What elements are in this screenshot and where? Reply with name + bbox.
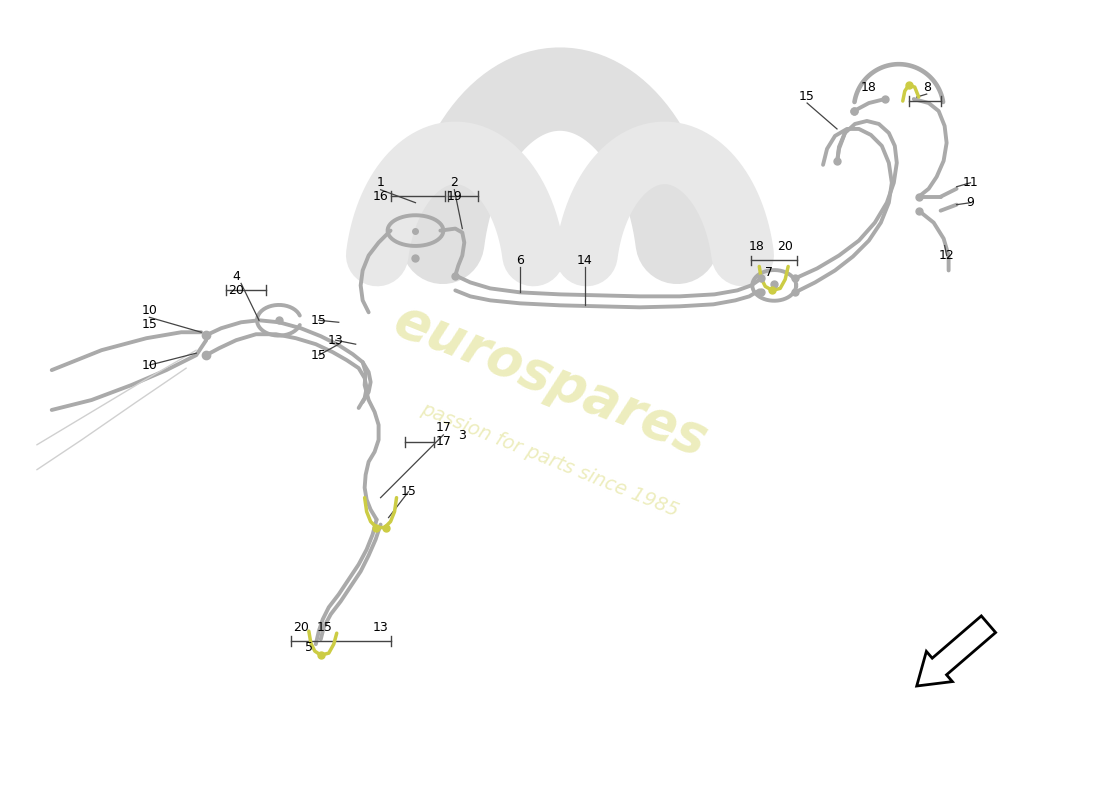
Text: 12: 12 [938, 249, 955, 262]
Text: 18: 18 [861, 81, 877, 94]
Text: 8: 8 [923, 81, 931, 94]
FancyArrow shape [916, 616, 996, 686]
Text: 13: 13 [373, 621, 388, 634]
Text: 7: 7 [766, 266, 773, 279]
Text: 16: 16 [373, 190, 388, 203]
Text: 15: 15 [142, 318, 157, 330]
Text: 10: 10 [142, 358, 157, 372]
Text: 20: 20 [778, 240, 793, 253]
Text: 4: 4 [232, 270, 240, 283]
Text: 13: 13 [328, 334, 343, 346]
Text: 20: 20 [228, 284, 244, 297]
Text: 15: 15 [311, 349, 327, 362]
Text: 15: 15 [317, 621, 332, 634]
Text: 10: 10 [142, 304, 157, 317]
Text: 11: 11 [962, 176, 978, 190]
Text: 15: 15 [400, 485, 417, 498]
Text: 1: 1 [376, 176, 385, 190]
Text: 5: 5 [305, 641, 312, 654]
Text: 17: 17 [436, 422, 451, 434]
Text: 2: 2 [450, 176, 459, 190]
Text: 3: 3 [459, 430, 466, 442]
Text: 15: 15 [800, 90, 815, 102]
Text: eurospares: eurospares [386, 294, 714, 466]
Text: 18: 18 [748, 240, 764, 253]
Text: 17: 17 [436, 435, 451, 448]
Text: 6: 6 [516, 254, 524, 267]
Text: 14: 14 [578, 254, 593, 267]
Text: 9: 9 [967, 196, 975, 209]
Text: passion for parts since 1985: passion for parts since 1985 [418, 399, 682, 520]
Text: 19: 19 [447, 190, 462, 203]
Text: 20: 20 [293, 621, 309, 634]
Text: 15: 15 [311, 314, 327, 326]
